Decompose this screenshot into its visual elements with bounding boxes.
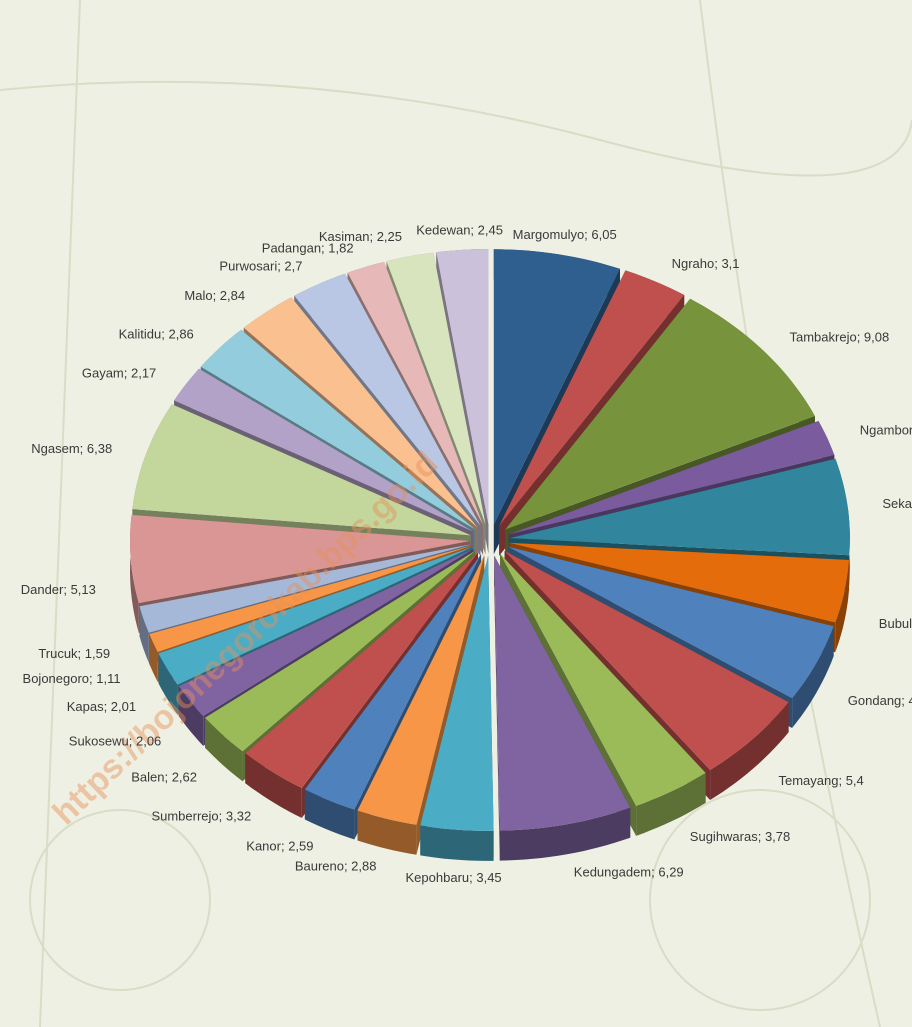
data-label: Trucuk; 1,59: [38, 646, 110, 661]
data-label: Padangan; 1,82: [262, 241, 354, 256]
data-label: Malo; 2,84: [184, 288, 245, 303]
slice: [420, 555, 494, 831]
slice-wall: [494, 555, 500, 861]
slice: [505, 298, 815, 530]
slice: [357, 555, 485, 825]
pie: [130, 249, 850, 861]
slice-side: [499, 807, 631, 861]
slice: [509, 542, 849, 623]
data-label: Purwosari; 2,7: [219, 259, 302, 274]
slice: [386, 252, 486, 525]
data-label: Margomulyo; 6,05: [513, 227, 617, 242]
slice-side: [636, 772, 706, 836]
slice: [500, 553, 706, 806]
slice-side: [710, 702, 789, 800]
data-label: Bubulan; 3,67: [879, 616, 912, 631]
slice-side: [835, 560, 849, 653]
slice: [347, 261, 484, 525]
slice: [294, 273, 481, 526]
data-label: Baureno; 2,88: [295, 858, 377, 873]
slice-side: [149, 634, 158, 682]
slice: [494, 555, 631, 831]
data-label: Kalitidu; 2,86: [119, 326, 194, 341]
data-label: Kepohbaru; 3,45: [406, 870, 502, 885]
slice: [499, 270, 685, 526]
data-label: Gondang; 4,6: [848, 693, 912, 708]
slice-side: [130, 514, 139, 633]
slice: [243, 297, 478, 528]
slice: [504, 550, 789, 770]
data-label: Ngambon; 2,1: [860, 423, 912, 438]
data-label: Ngraho; 3,1: [672, 256, 740, 271]
slice: [436, 249, 489, 525]
slice: [139, 544, 471, 633]
slice: [508, 546, 834, 698]
slice-side: [245, 753, 302, 818]
slice: [132, 404, 471, 536]
data-label: Kanor; 2,59: [246, 839, 313, 854]
data-label: Dander; 5,13: [21, 582, 96, 597]
data-label: Temayang; 5,4: [779, 773, 864, 788]
data-label: Bojonegoro; 1,11: [23, 671, 121, 686]
slice: [200, 329, 476, 530]
slice-side: [357, 810, 417, 855]
slice: [174, 368, 474, 532]
slice: [245, 552, 478, 788]
data-label: Sekar; 5,65: [882, 496, 912, 511]
slice: [130, 514, 471, 603]
data-label: Kedungadem; 6,29: [574, 864, 684, 879]
slice: [178, 548, 474, 716]
data-label: Sumberrejo; 3,32: [151, 808, 251, 823]
slice-side: [205, 717, 243, 782]
slice-side: [178, 686, 204, 746]
slice-side: [792, 626, 834, 728]
data-label: Sukosewu; 2,06: [69, 733, 162, 748]
slice: [205, 550, 476, 752]
slice: [158, 547, 473, 685]
slice: [508, 421, 835, 535]
data-label: Kapas; 2,01: [67, 699, 136, 714]
slice: [149, 545, 472, 652]
slice-side: [304, 789, 355, 840]
data-label: Ngasem; 6,38: [31, 441, 112, 456]
data-label: Kedewan; 2,45: [416, 222, 503, 237]
data-label: Gayam; 2,17: [82, 366, 156, 381]
data-label: Kasiman; 2,25: [319, 229, 402, 244]
slice: [304, 554, 482, 810]
data-label: Tambakrejo; 9,08: [790, 329, 890, 344]
slice-side: [139, 606, 149, 663]
data-label: Sugihwaras; 3,78: [690, 829, 790, 844]
slice: [493, 249, 620, 525]
data-label: Balen; 2,62: [131, 769, 197, 784]
slice-wall: [139, 544, 471, 637]
slice-side: [420, 825, 494, 861]
slice-side: [158, 653, 178, 715]
slice: [509, 458, 850, 556]
